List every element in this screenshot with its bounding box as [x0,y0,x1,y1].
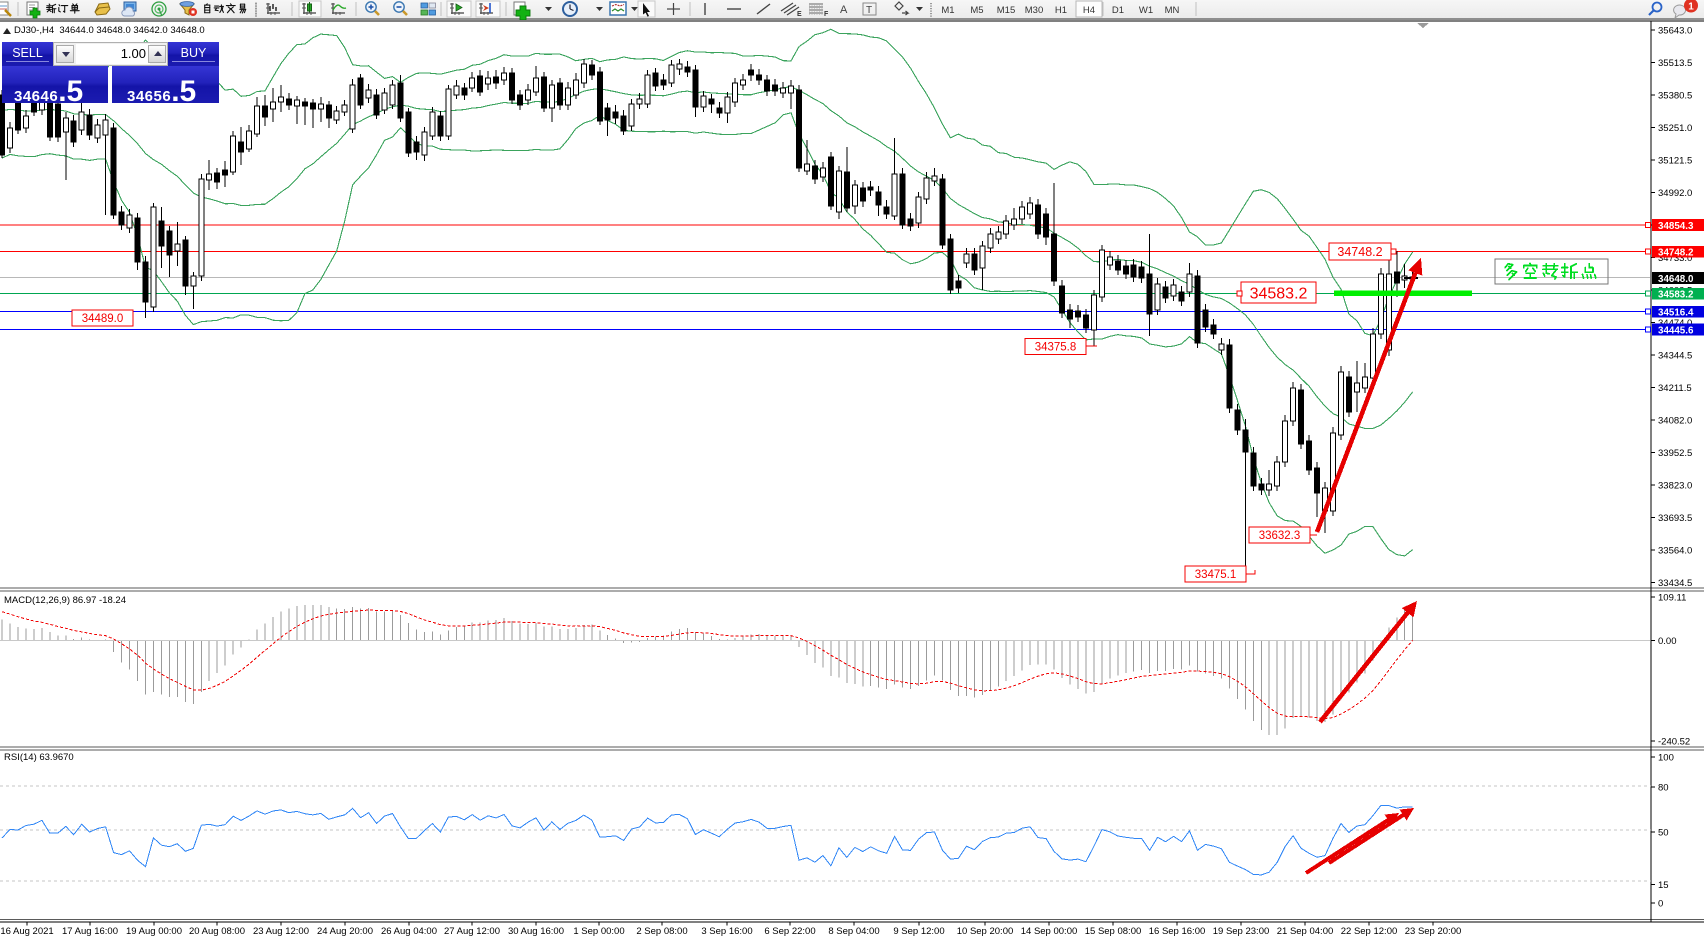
svg-text:A: A [840,4,848,16]
svg-text:M30: M30 [1025,5,1043,16]
svg-text:19 Aug 00:00: 19 Aug 00:00 [126,926,182,937]
svg-text:35513.5: 35513.5 [1658,58,1692,69]
svg-text:33475.1: 33475.1 [1195,569,1237,581]
svg-text:3 Sep 16:00: 3 Sep 16:00 [701,926,752,937]
svg-text:M5: M5 [970,5,983,16]
svg-text:26 Aug 04:00: 26 Aug 04:00 [381,926,437,937]
svg-text:M1: M1 [941,5,954,16]
svg-text:2 Sep 08:00: 2 Sep 08:00 [636,926,687,937]
svg-text:34082.0: 34082.0 [1658,416,1692,427]
svg-text:H4: H4 [1083,5,1095,16]
svg-text:MACD(12,26,9) 86.97 -18.24: MACD(12,26,9) 86.97 -18.24 [4,595,126,606]
svg-text:22 Sep 12:00: 22 Sep 12:00 [1341,926,1398,937]
svg-text:109.11: 109.11 [1658,593,1686,604]
svg-text:50: 50 [1658,828,1669,839]
svg-text:0: 0 [1658,899,1663,910]
svg-text:34648.0: 34648.0 [1658,274,1694,285]
svg-text:9 Sep 12:00: 9 Sep 12:00 [893,926,944,937]
svg-text:34854.3: 34854.3 [1658,221,1694,232]
svg-text:34748.2: 34748.2 [1658,247,1694,258]
svg-text:34375.8: 34375.8 [1035,342,1077,354]
svg-text:16 Sep 16:00: 16 Sep 16:00 [1149,926,1206,937]
svg-text:34445.6: 34445.6 [1658,325,1694,336]
svg-text:33693.5: 33693.5 [1658,513,1692,524]
svg-text:34344.5: 34344.5 [1658,351,1692,362]
svg-text:10 Sep 20:00: 10 Sep 20:00 [957,926,1014,937]
svg-text:100: 100 [1658,753,1674,764]
svg-text:MN: MN [1165,5,1180,16]
svg-text:16 Aug 2021: 16 Aug 2021 [0,926,53,937]
svg-text:0.00: 0.00 [1658,636,1677,647]
svg-text:RSI(14) 63.9670: RSI(14) 63.9670 [4,752,74,763]
svg-text:D1: D1 [1112,5,1124,16]
svg-text:6 Sep 22:00: 6 Sep 22:00 [764,926,815,937]
svg-text:21 Sep 04:00: 21 Sep 04:00 [1277,926,1334,937]
svg-text:24 Aug 20:00: 24 Aug 20:00 [317,926,373,937]
svg-text:23 Aug 12:00: 23 Aug 12:00 [253,926,309,937]
svg-text:14 Sep 00:00: 14 Sep 00:00 [1021,926,1078,937]
svg-text:33564.0: 33564.0 [1658,546,1692,557]
svg-text:80: 80 [1658,783,1669,794]
svg-text:23 Sep 20:00: 23 Sep 20:00 [1405,926,1462,937]
svg-text:H1: H1 [1055,5,1067,16]
svg-text:34733.0: 34733.0 [1658,253,1692,264]
svg-text:35380.5: 35380.5 [1658,91,1692,102]
svg-text:35643.0: 35643.0 [1658,26,1692,37]
svg-text:15: 15 [1658,880,1669,891]
svg-text:35121.5: 35121.5 [1658,156,1692,167]
svg-text:19 Sep 23:00: 19 Sep 23:00 [1213,926,1270,937]
svg-text:W1: W1 [1139,5,1153,16]
svg-text:M15: M15 [997,5,1015,16]
svg-text:34516.4: 34516.4 [1658,307,1694,318]
svg-text:34489.0: 34489.0 [82,313,124,325]
svg-text:33632.3: 33632.3 [1259,530,1301,542]
svg-text:34748.2: 34748.2 [1337,245,1382,259]
svg-text:33434.5: 33434.5 [1658,578,1692,589]
svg-text:27 Aug 12:00: 27 Aug 12:00 [444,926,500,937]
svg-text:34583.2: 34583.2 [1250,285,1308,302]
svg-text:33823.0: 33823.0 [1658,481,1692,492]
svg-text:E: E [797,11,802,18]
svg-text:T: T [866,5,872,16]
svg-text:33952.5: 33952.5 [1658,448,1692,459]
svg-text:17 Aug 16:00: 17 Aug 16:00 [62,926,118,937]
svg-text:34474.0: 34474.0 [1658,318,1692,329]
svg-text:F: F [824,11,829,18]
svg-text:34211.5: 34211.5 [1658,383,1692,394]
svg-text:1: 1 [1688,2,1694,13]
svg-text:34992.0: 34992.0 [1658,188,1692,199]
svg-text:-240.52: -240.52 [1658,737,1690,748]
svg-text:30 Aug 16:00: 30 Aug 16:00 [508,926,564,937]
svg-text:8 Sep 04:00: 8 Sep 04:00 [828,926,879,937]
svg-text:35251.0: 35251.0 [1658,123,1692,134]
svg-text:1 Sep 00:00: 1 Sep 00:00 [573,926,624,937]
svg-text:20 Aug 08:00: 20 Aug 08:00 [189,926,245,937]
svg-text:34583.2: 34583.2 [1658,289,1694,300]
svg-text:15 Sep 08:00: 15 Sep 08:00 [1085,926,1142,937]
